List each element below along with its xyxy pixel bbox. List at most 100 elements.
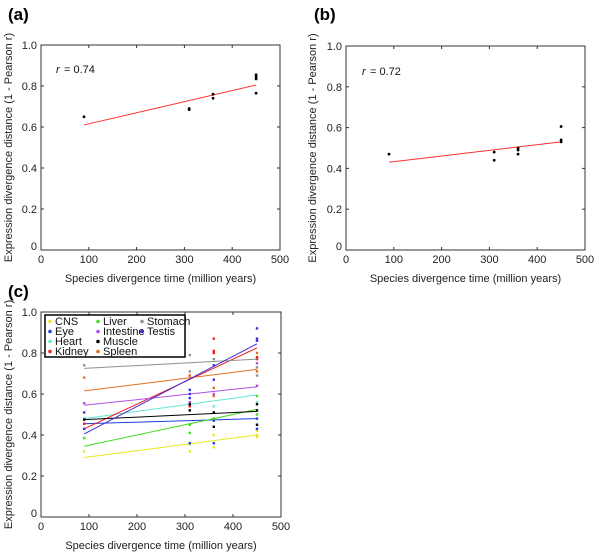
series-liver <box>83 394 259 447</box>
regression-line <box>84 434 258 459</box>
regression-line <box>84 368 258 392</box>
data-point <box>188 403 191 406</box>
series-testis <box>83 327 259 435</box>
y-tick-label: 0.6 <box>22 389 37 401</box>
data-point <box>255 413 259 416</box>
x-tick-label: 200 <box>432 254 450 266</box>
legend-label: CNS <box>55 316 78 328</box>
x-tick-label: 200 <box>128 521 146 533</box>
data-point <box>188 396 191 400</box>
data-point <box>255 366 259 369</box>
x-tick-label: 500 <box>576 254 594 266</box>
data-point <box>254 73 258 77</box>
x-tick-label: 400 <box>528 254 546 266</box>
data-point <box>83 427 86 431</box>
y-tick-label: 0 <box>31 241 37 253</box>
correlation-symbol: r <box>362 66 367 78</box>
regression-line <box>83 343 258 435</box>
legend-label: Stomach <box>147 316 190 328</box>
series-cns <box>83 429 259 459</box>
data-point <box>255 423 259 426</box>
x-axis-title: Species divergence time (million years) <box>65 273 256 285</box>
y-tick-label: 0.2 <box>22 471 37 483</box>
data-point <box>255 435 259 439</box>
data-point <box>212 442 215 445</box>
data-point <box>212 357 215 361</box>
series-intestine <box>83 362 259 406</box>
legend-marker <box>96 339 100 344</box>
data-point <box>255 327 259 330</box>
x-tick-label: 500 <box>272 521 290 533</box>
data-point <box>255 409 259 412</box>
data-point <box>83 376 86 379</box>
x-tick-label: 0 <box>38 521 44 533</box>
data-point <box>255 384 259 387</box>
y-tick-label: 0.8 <box>327 82 342 94</box>
data-point <box>188 405 191 408</box>
legend-marker <box>140 329 144 334</box>
legend-label: Liver <box>103 316 127 328</box>
x-tick-label: 400 <box>224 521 242 533</box>
correlation-value: = 0.72 <box>370 66 401 78</box>
legend-marker <box>96 329 100 334</box>
panel-label: (a) <box>8 5 29 24</box>
data-point <box>387 152 391 156</box>
y-tick-label: 0.4 <box>22 430 37 442</box>
data-point <box>188 423 191 426</box>
legend-marker <box>48 329 52 334</box>
correlation-value: = 0.74 <box>64 64 95 76</box>
data-point <box>255 355 259 359</box>
legend-marker <box>48 339 52 344</box>
y-tick-label: 0 <box>31 508 37 520</box>
legend-label: Eye <box>55 326 74 338</box>
legend-frame <box>44 314 186 358</box>
regression-line <box>84 410 258 421</box>
data-point <box>82 115 86 119</box>
legend-marker <box>96 349 100 354</box>
data-point <box>83 411 86 414</box>
y-axis-title: Expression divergence distance (1 - Pear… <box>3 33 15 262</box>
panel-label: (c) <box>8 282 29 301</box>
data-point <box>254 91 258 95</box>
data-point <box>188 392 191 396</box>
data-point <box>188 374 191 377</box>
data-point <box>516 152 520 156</box>
data-point <box>83 402 86 405</box>
x-axis-title: Species divergence time (million years) <box>65 540 256 552</box>
data-point <box>255 370 259 373</box>
data-point <box>255 374 259 377</box>
y-tick-label: 0.4 <box>327 163 342 175</box>
y-tick-label: 0.4 <box>22 163 37 175</box>
legend-label: Testis <box>147 326 176 338</box>
data-point <box>212 349 215 353</box>
y-axis-title: Expression divergence distance (1 - Pear… <box>3 300 15 529</box>
series-muscle <box>83 403 259 428</box>
y-tick-label: 1.0 <box>327 41 342 53</box>
panel-b: (b) 0 100 200 300 400 500 0 0.2 0.4 0.6 0.8 1.0 Speci… <box>307 5 594 285</box>
data-point <box>188 370 191 373</box>
plot-frame <box>40 44 281 251</box>
plot-frame <box>40 311 282 518</box>
data-point <box>492 158 496 162</box>
data-point <box>255 427 259 431</box>
legend-label: Muscle <box>103 336 138 348</box>
legend-marker <box>140 319 144 324</box>
data-point <box>212 394 215 398</box>
data-point <box>212 411 215 414</box>
y-tick-label: 0.8 <box>22 348 37 360</box>
x-tick-label: 300 <box>480 254 498 266</box>
data-point <box>83 422 86 425</box>
series-stomach <box>83 353 259 377</box>
data-point <box>188 409 191 412</box>
x-tick-label: 0 <box>343 254 349 266</box>
legend-label: Spleen <box>103 346 137 358</box>
data-point <box>559 125 563 128</box>
y-tick-label: 0.2 <box>22 204 37 216</box>
legend-label: Heart <box>55 336 82 348</box>
legend-marker <box>96 319 100 324</box>
x-tick-label: 500 <box>271 254 289 266</box>
data-point <box>83 436 86 440</box>
data-point <box>212 433 215 437</box>
